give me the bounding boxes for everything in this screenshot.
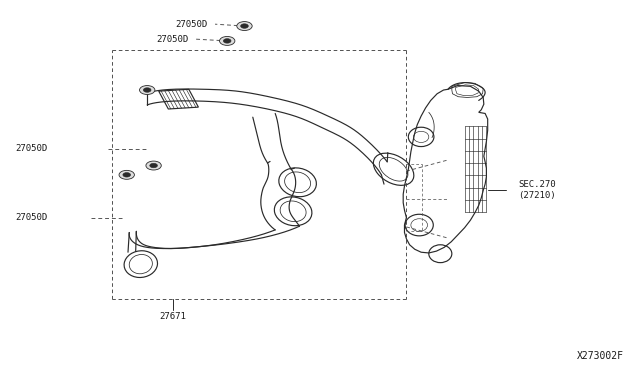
Text: 27050D: 27050D [157, 35, 189, 44]
Text: SEC.270
(27210): SEC.270 (27210) [518, 180, 556, 200]
Circle shape [123, 173, 131, 177]
Text: 27050D: 27050D [16, 144, 48, 153]
Circle shape [237, 22, 252, 31]
Circle shape [119, 170, 134, 179]
Circle shape [146, 161, 161, 170]
Text: 27050D: 27050D [16, 213, 48, 222]
Circle shape [150, 163, 157, 168]
Circle shape [241, 24, 248, 28]
Circle shape [220, 36, 235, 45]
Circle shape [143, 88, 151, 92]
Text: X273002F: X273002F [577, 351, 624, 361]
Text: 27671: 27671 [159, 312, 186, 321]
Text: 27050D: 27050D [176, 20, 208, 29]
Circle shape [140, 86, 155, 94]
Circle shape [223, 39, 231, 43]
